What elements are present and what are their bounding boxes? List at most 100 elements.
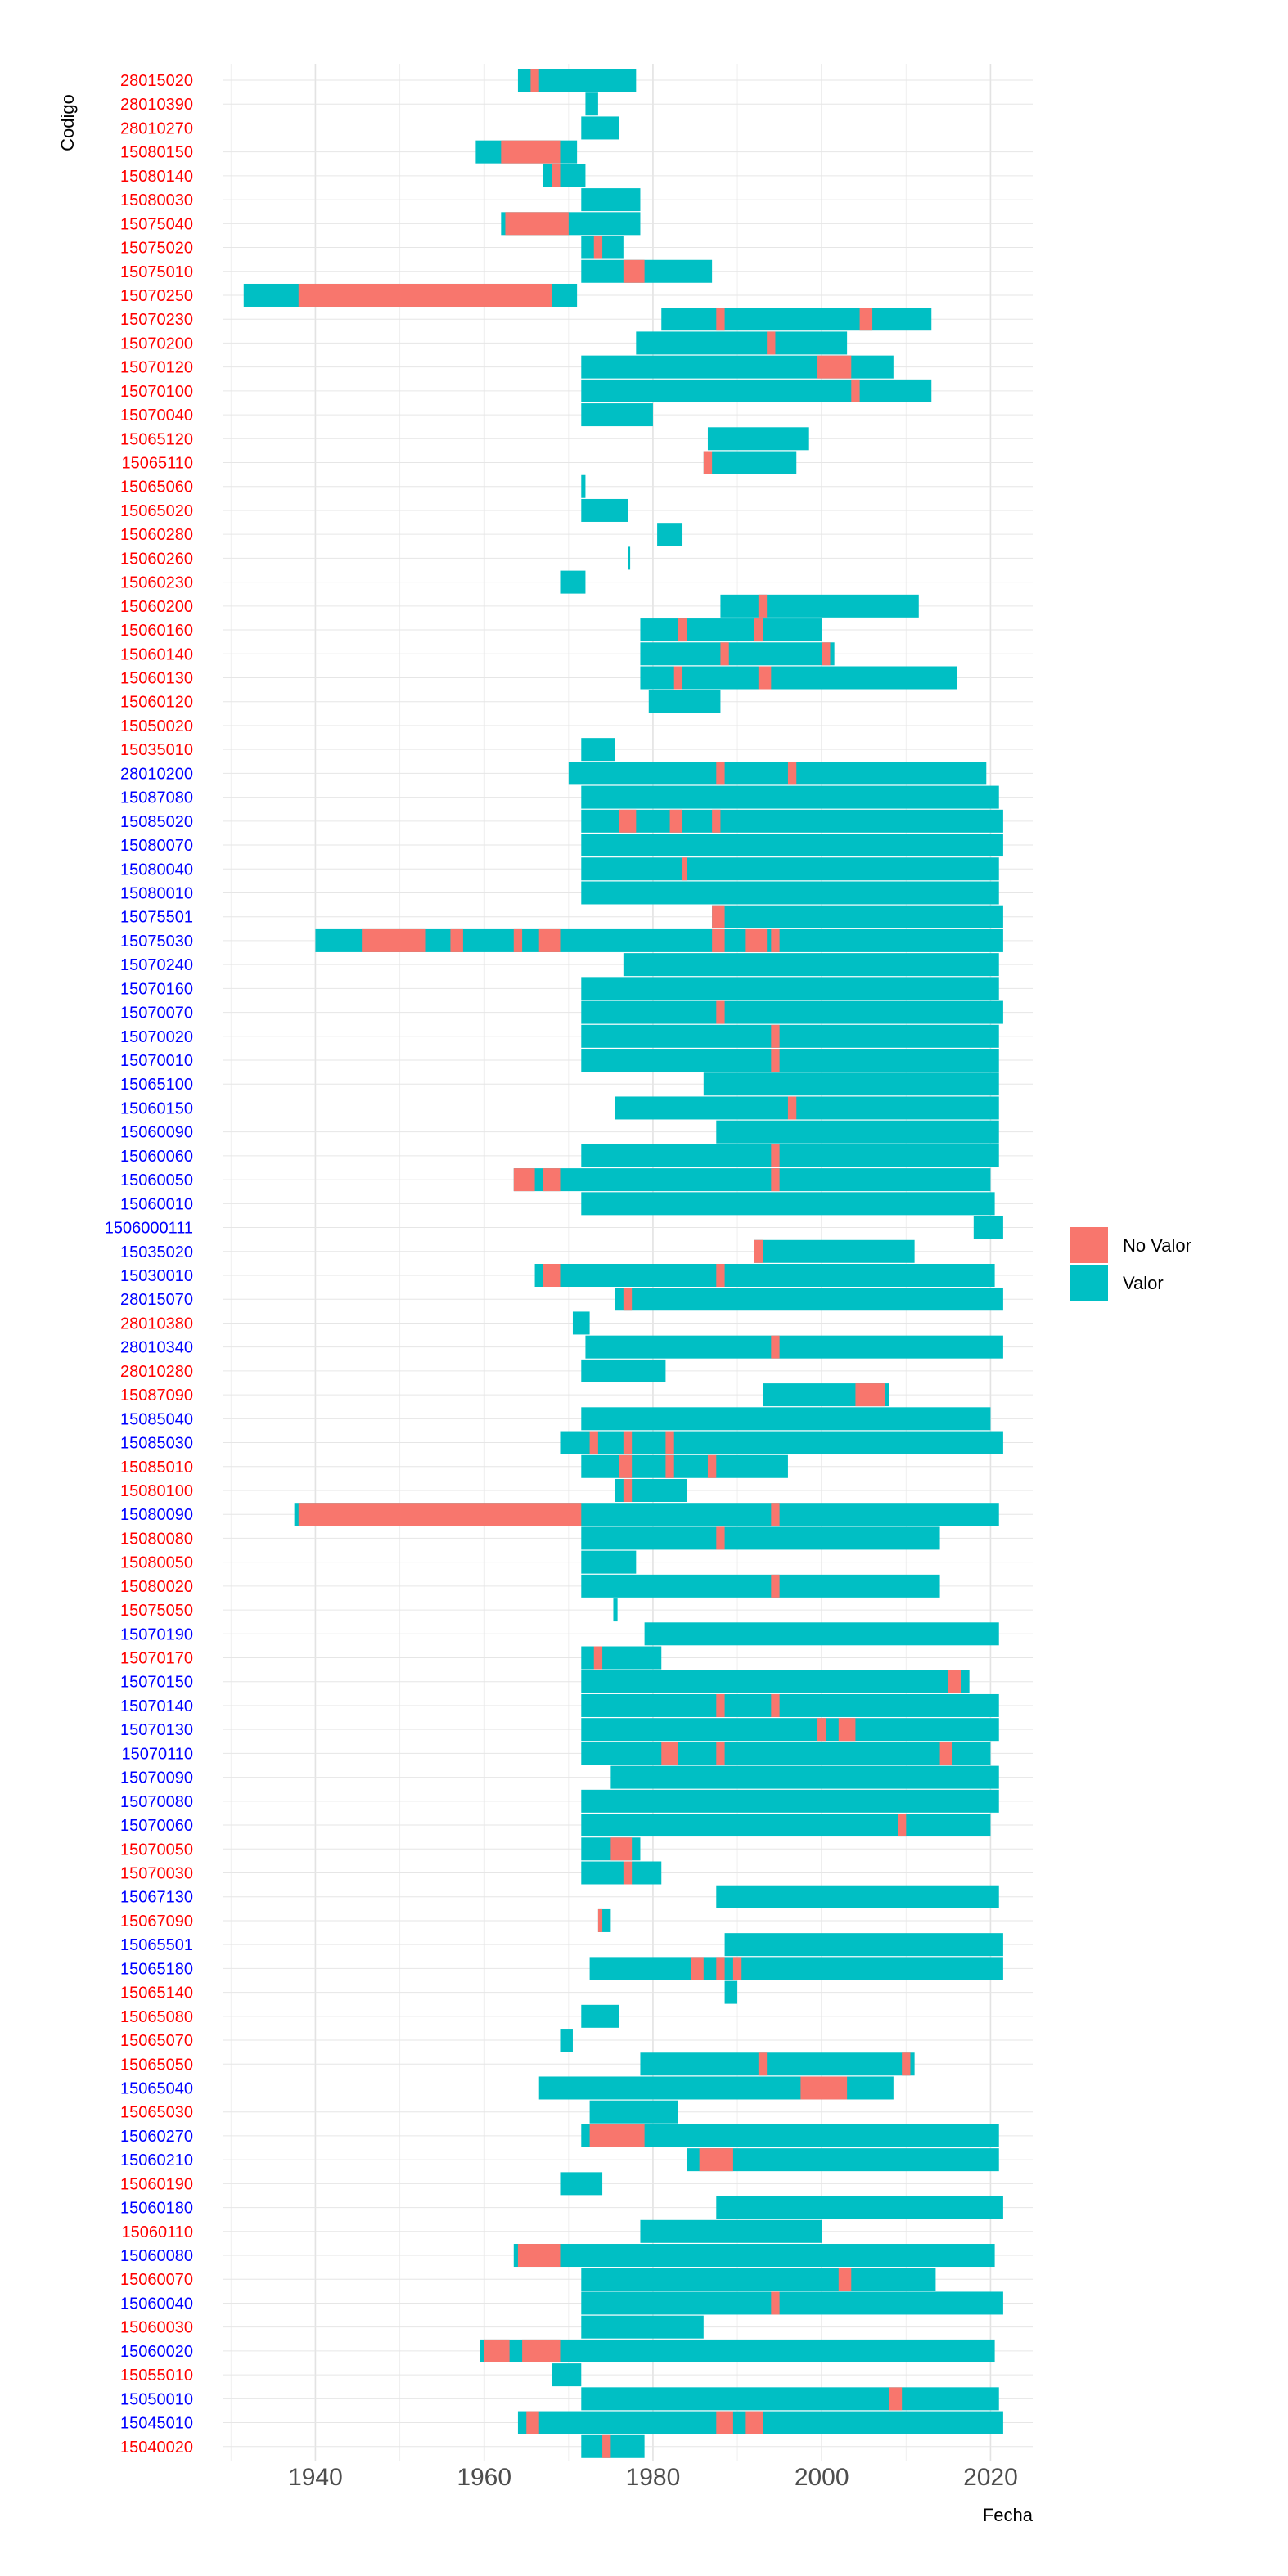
y-tick-label: 15070100 — [120, 383, 193, 401]
bar-no-valor — [623, 259, 645, 283]
y-tick-label: 15070120 — [120, 359, 193, 377]
y-tick-label: 15080010 — [120, 884, 193, 902]
y-tick-label: 15070140 — [120, 1697, 193, 1715]
bar-no-valor — [623, 1288, 633, 1311]
bar-valor — [581, 809, 1003, 833]
bar-no-valor — [851, 379, 860, 402]
y-tick-label: 15075040 — [120, 215, 193, 233]
y-tick-label: 15070010 — [120, 1052, 193, 1070]
bar-no-valor — [939, 1742, 953, 1765]
bar-valor — [585, 1335, 1003, 1359]
bar-valor — [648, 690, 721, 713]
bar-no-valor — [716, 1526, 725, 1550]
bar-no-valor — [501, 140, 561, 164]
bar-valor — [581, 738, 615, 762]
bar-valor — [560, 570, 586, 594]
bar-no-valor — [898, 1814, 907, 1837]
bar-valor — [581, 1646, 662, 1670]
y-tick-label: 15085040 — [120, 1410, 193, 1428]
y-tick-label: 15085020 — [120, 813, 193, 831]
y-tick-label: 15040020 — [120, 2439, 193, 2457]
bar-valor — [581, 834, 1003, 857]
bar-no-valor — [855, 1383, 885, 1407]
y-tick-label: 15065110 — [122, 455, 194, 473]
bar-valor — [720, 594, 919, 618]
y-tick-label: 15065501 — [120, 1936, 193, 1954]
bar-no-valor — [712, 928, 725, 952]
y-tick-label: 15075030 — [120, 933, 193, 951]
bar-valor — [581, 1024, 999, 1048]
y-tick-label: 15080150 — [120, 144, 193, 162]
bar-no-valor — [505, 212, 569, 236]
y-tick-label: 15045010 — [120, 2415, 193, 2433]
bar-valor — [543, 164, 586, 187]
y-tick-label: 15070240 — [120, 956, 193, 974]
y-tick-label: 15080140 — [120, 168, 193, 186]
bar-valor — [552, 2363, 582, 2387]
bar-no-valor — [838, 2268, 852, 2291]
y-tick-label: 15080100 — [120, 1482, 193, 1500]
bar-no-valor — [362, 928, 426, 952]
y-tick-label: 15060200 — [120, 598, 193, 616]
y-tick-label: 15070020 — [120, 1028, 193, 1046]
y-tick-label: 15070070 — [120, 1005, 193, 1023]
y-tick-label: 15075050 — [120, 1602, 193, 1620]
y-tick-label: 15085010 — [120, 1459, 193, 1477]
bar-no-valor — [771, 1168, 780, 1192]
y-tick-label: 28010270 — [120, 119, 193, 137]
x-tick-label: 1960 — [457, 2464, 511, 2491]
bar-no-valor — [703, 451, 713, 474]
bar-no-valor — [538, 928, 561, 952]
bar-valor — [640, 666, 957, 690]
bar-no-valor — [771, 2291, 780, 2315]
y-tick-label: 15070110 — [122, 1745, 194, 1763]
y-tick-label: 15070200 — [120, 335, 193, 353]
bar-no-valor — [673, 666, 683, 690]
bar-no-valor — [619, 809, 637, 833]
bar-valor — [703, 1072, 999, 1096]
bar-valor — [480, 2339, 995, 2362]
y-axis-labels: 28015020 28010390 28010270 15080150 15080140… — [105, 72, 193, 2457]
y-tick-label: 15065070 — [120, 2032, 193, 2050]
bar-no-valor — [712, 809, 721, 833]
data-bars — [243, 69, 1003, 2458]
bar-no-valor — [859, 308, 873, 331]
bar-no-valor — [716, 308, 725, 331]
bar-valor — [560, 2029, 573, 2052]
bar-no-valor — [800, 2076, 848, 2100]
y-axis-title: Codigo — [57, 94, 78, 151]
y-tick-label: 15065120 — [120, 430, 193, 448]
y-tick-label: 15070190 — [120, 1625, 193, 1643]
bar-valor — [581, 1789, 999, 1813]
bar-valor — [640, 2219, 822, 2243]
bar-no-valor — [745, 928, 768, 952]
y-tick-label: 15065040 — [120, 2079, 193, 2097]
bar-no-valor — [771, 1335, 780, 1359]
bar-no-valor — [787, 762, 797, 785]
bar-no-valor — [669, 809, 683, 833]
y-tick-label: 15065100 — [120, 1076, 193, 1094]
bar-no-valor — [513, 1168, 535, 1192]
y-tick-label: 15080070 — [120, 837, 193, 855]
bar-no-valor — [817, 1718, 826, 1742]
bar-no-valor — [716, 1742, 725, 1765]
y-tick-label: 15080050 — [120, 1554, 193, 1572]
y-tick-label: 15065050 — [120, 2056, 193, 2074]
y-tick-label: 15070150 — [120, 1674, 193, 1692]
bar-valor — [712, 905, 1003, 928]
bar-valor — [581, 1000, 1003, 1024]
y-tick-label: 15060190 — [120, 2175, 193, 2193]
bar-no-valor — [817, 355, 852, 379]
bar-no-valor — [699, 2148, 733, 2172]
bar-no-valor — [517, 2244, 561, 2268]
bar-valor — [640, 618, 822, 642]
bar-valor — [560, 2172, 603, 2196]
y-tick-label: 28010200 — [120, 765, 193, 783]
bar-no-valor — [691, 1957, 704, 1980]
bar-no-valor — [732, 1957, 742, 1980]
y-tick-label: 15065030 — [120, 2104, 193, 2122]
y-tick-label: 28010380 — [120, 1315, 193, 1333]
y-tick-label: 15067130 — [120, 1889, 193, 1907]
bar-no-valor — [948, 1670, 961, 1693]
bar-valor — [315, 928, 1003, 952]
